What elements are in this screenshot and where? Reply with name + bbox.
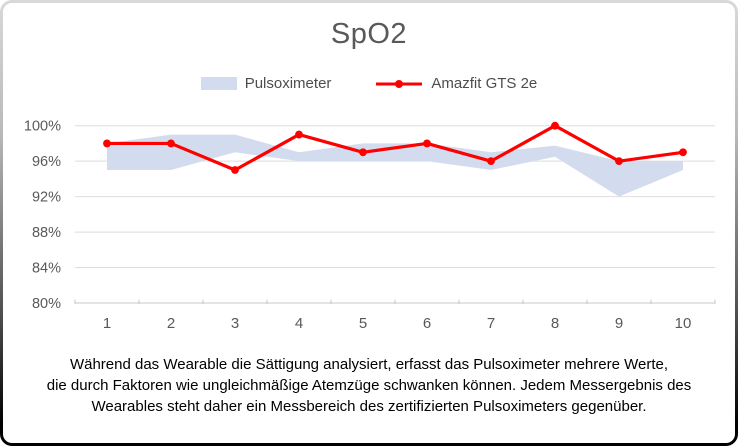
x-tick-label: 4: [295, 315, 303, 332]
band-swatch-icon: [200, 77, 237, 90]
x-tick-label: 8: [551, 315, 559, 332]
legend-item-amazfit: Amazfit GTS 2e: [375, 75, 537, 92]
x-tick-label: 9: [615, 315, 623, 332]
x-tick-label: 2: [167, 315, 175, 332]
data-point-marker: [103, 139, 111, 148]
caption-line-3: Wearables steht daher ein Messbereich de…: [91, 398, 647, 415]
data-point-marker: [487, 157, 495, 166]
data-point-marker: [295, 130, 303, 139]
data-point-marker: [167, 139, 175, 148]
y-tick-label: 92%: [32, 190, 61, 206]
data-point-marker: [359, 148, 367, 157]
caption: Während das Wearable die Sättigung analy…: [3, 354, 735, 417]
y-tick-label: 100%: [24, 119, 61, 135]
y-tick-label: 96%: [32, 154, 61, 170]
x-tick-label: 7: [487, 315, 495, 332]
legend-label-pulsoximeter: Pulsoximeter: [244, 75, 332, 92]
x-tick-label: 10: [675, 315, 692, 332]
data-point-marker: [551, 121, 559, 130]
data-point-marker: [231, 166, 239, 174]
amazfit-line-markers: [103, 121, 687, 174]
x-tick-label: 6: [423, 315, 431, 332]
x-tick-label: 1: [103, 315, 111, 332]
y-tick-label: 84%: [32, 261, 61, 277]
x-axis: [74, 299, 716, 304]
amazfit-line: [105, 124, 685, 172]
data-point-marker: [423, 139, 431, 148]
y-tick-label: 80%: [32, 296, 61, 312]
legend-item-pulsoximeter: Pulsoximeter: [200, 75, 332, 92]
x-axis-labels: 1 2 3 4 5 6 7 8 9 10: [103, 315, 692, 332]
chart-card: SpO2 Pulsoximeter Amazfit GTS 2e 100% 96%…: [3, 3, 735, 443]
line-marker-swatch-icon: [376, 79, 423, 88]
caption-line-1: Während das Wearable die Sättigung analy…: [69, 356, 669, 373]
pulsoximeter-range-band: [107, 134, 683, 197]
y-tick-label: 88%: [32, 225, 61, 241]
y-axis-labels: 100% 96% 92% 88% 84% 80%: [24, 119, 61, 312]
x-tick-label: 3: [231, 315, 239, 332]
data-point-marker: [679, 148, 687, 157]
caption-line-2: die durch Faktoren wie ungleichmäßige At…: [46, 377, 692, 394]
data-point-marker: [615, 157, 623, 166]
chart-title: SpO2: [330, 18, 408, 50]
x-tick-label: 5: [359, 315, 367, 332]
legend: Pulsoximeter Amazfit GTS 2e: [3, 75, 735, 92]
legend-label-amazfit: Amazfit GTS 2e: [431, 75, 538, 92]
spo2-chart: 100% 96% 92% 88% 84% 80% 1 2 3 4 5 6 7 8 9 10: [24, 119, 716, 332]
